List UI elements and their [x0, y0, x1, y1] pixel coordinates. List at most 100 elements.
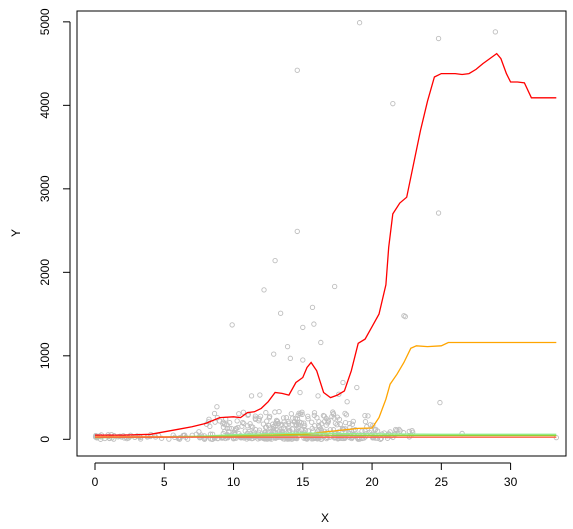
- x-tick-label: 30: [504, 475, 518, 489]
- scatter-point: [272, 409, 278, 415]
- scatter-point: [354, 384, 360, 391]
- scatter-point: [330, 427, 337, 433]
- scatter-point: [300, 324, 306, 331]
- scatter-point: [435, 210, 442, 216]
- y-tick-label: 1000: [38, 342, 52, 369]
- scatter-point: [264, 418, 270, 424]
- scatter-point: [278, 422, 284, 429]
- scatter-point: [257, 413, 264, 419]
- scatter-point: [435, 35, 442, 42]
- scatter-point: [437, 399, 443, 406]
- scatter-point: [297, 389, 303, 396]
- series-lines: [94, 52, 557, 439]
- scatter-point: [257, 392, 263, 398]
- scatter-point: [311, 321, 317, 327]
- scatter-point: [343, 412, 350, 418]
- scatter-point: [260, 421, 267, 427]
- y-tick-label: 3000: [38, 175, 52, 202]
- scatter-point: [362, 418, 369, 425]
- scatter-point: [316, 419, 322, 425]
- scatter-point: [374, 428, 381, 434]
- scatter-point: [270, 421, 276, 427]
- scatter-point: [315, 393, 321, 399]
- scatter-point: [294, 67, 300, 73]
- scatter-points: [92, 20, 559, 442]
- scatter-point: [325, 417, 331, 423]
- scatter-point: [176, 435, 182, 441]
- scatter-point: [277, 310, 284, 316]
- scatter-point: [289, 426, 296, 432]
- scatter-point: [247, 421, 253, 427]
- scatter-point: [229, 322, 235, 328]
- scatter-point: [271, 351, 277, 357]
- scatter-point: [284, 343, 291, 350]
- scatter-point: [336, 416, 343, 423]
- scatter-point: [256, 427, 263, 433]
- scatter-point: [300, 357, 306, 363]
- scatter-point: [402, 313, 408, 320]
- scatter-point: [336, 391, 342, 397]
- scatter-point: [320, 412, 327, 419]
- scatter-point: [279, 421, 285, 428]
- scatter-point: [305, 428, 311, 434]
- x-tick-label: 5: [161, 475, 168, 489]
- scatter-point: [227, 420, 233, 426]
- scatter-point: [270, 423, 277, 430]
- scatter-point: [297, 411, 304, 417]
- scatter-point: [298, 420, 304, 426]
- scatter-point: [276, 408, 282, 415]
- scatter-point: [340, 379, 346, 386]
- scatter-point: [311, 412, 317, 419]
- plot-frame: [76, 10, 567, 457]
- scatter-point: [283, 421, 289, 427]
- scatter-point: [211, 410, 218, 417]
- scatter-point: [334, 422, 340, 428]
- scatter-point: [256, 418, 262, 424]
- scatter-point: [292, 435, 299, 441]
- y-axis-title: Y: [9, 229, 23, 237]
- scatter-point: [311, 410, 318, 416]
- scatter-point: [263, 409, 269, 416]
- x-axis: 0 5 10 15 20 25 30: [92, 462, 518, 489]
- scatter-point: [323, 422, 329, 428]
- scatter-point: [305, 413, 311, 419]
- y-axis: 0 1000 2000 3000 4000 5000: [38, 8, 71, 443]
- scatter-point: [288, 411, 294, 417]
- scatter-point: [217, 418, 223, 424]
- scatter-point: [287, 355, 293, 361]
- scatter-point: [312, 423, 318, 429]
- scatter-point: [318, 426, 324, 432]
- scatter-point: [362, 413, 368, 419]
- scatter-point: [492, 29, 499, 35]
- scatter-point: [248, 393, 255, 399]
- scatter-point: [291, 419, 297, 425]
- scatter-point: [240, 419, 246, 426]
- x-tick-label: 0: [92, 475, 99, 489]
- scatter-point: [337, 421, 343, 428]
- scatter-point: [309, 304, 316, 311]
- scatter-point: [332, 283, 338, 290]
- scatter-point: [272, 257, 278, 264]
- scatter-point: [342, 410, 348, 416]
- scatter-point: [234, 418, 240, 424]
- scatter-point: [356, 20, 363, 26]
- y-tick-label: 0: [38, 436, 52, 443]
- x-tick-label: 25: [435, 475, 449, 489]
- scatter-point: [390, 101, 396, 107]
- scatter-point: [248, 423, 254, 430]
- scatter-point: [344, 399, 350, 405]
- scatter-point: [330, 409, 336, 415]
- scatter-point: [236, 411, 242, 417]
- scatter-point: [134, 433, 140, 439]
- y-tick-label: 4000: [38, 92, 52, 119]
- scatter-point: [365, 413, 371, 419]
- scatter-point: [378, 435, 385, 442]
- scatter-point: [349, 421, 356, 427]
- scatter-point: [158, 435, 165, 441]
- y-tick-label: 5000: [38, 8, 52, 35]
- scatter-point: [397, 428, 403, 434]
- scatter-point: [350, 418, 356, 424]
- x-axis-title: X: [321, 511, 329, 525]
- y-tick-label: 2000: [38, 259, 52, 286]
